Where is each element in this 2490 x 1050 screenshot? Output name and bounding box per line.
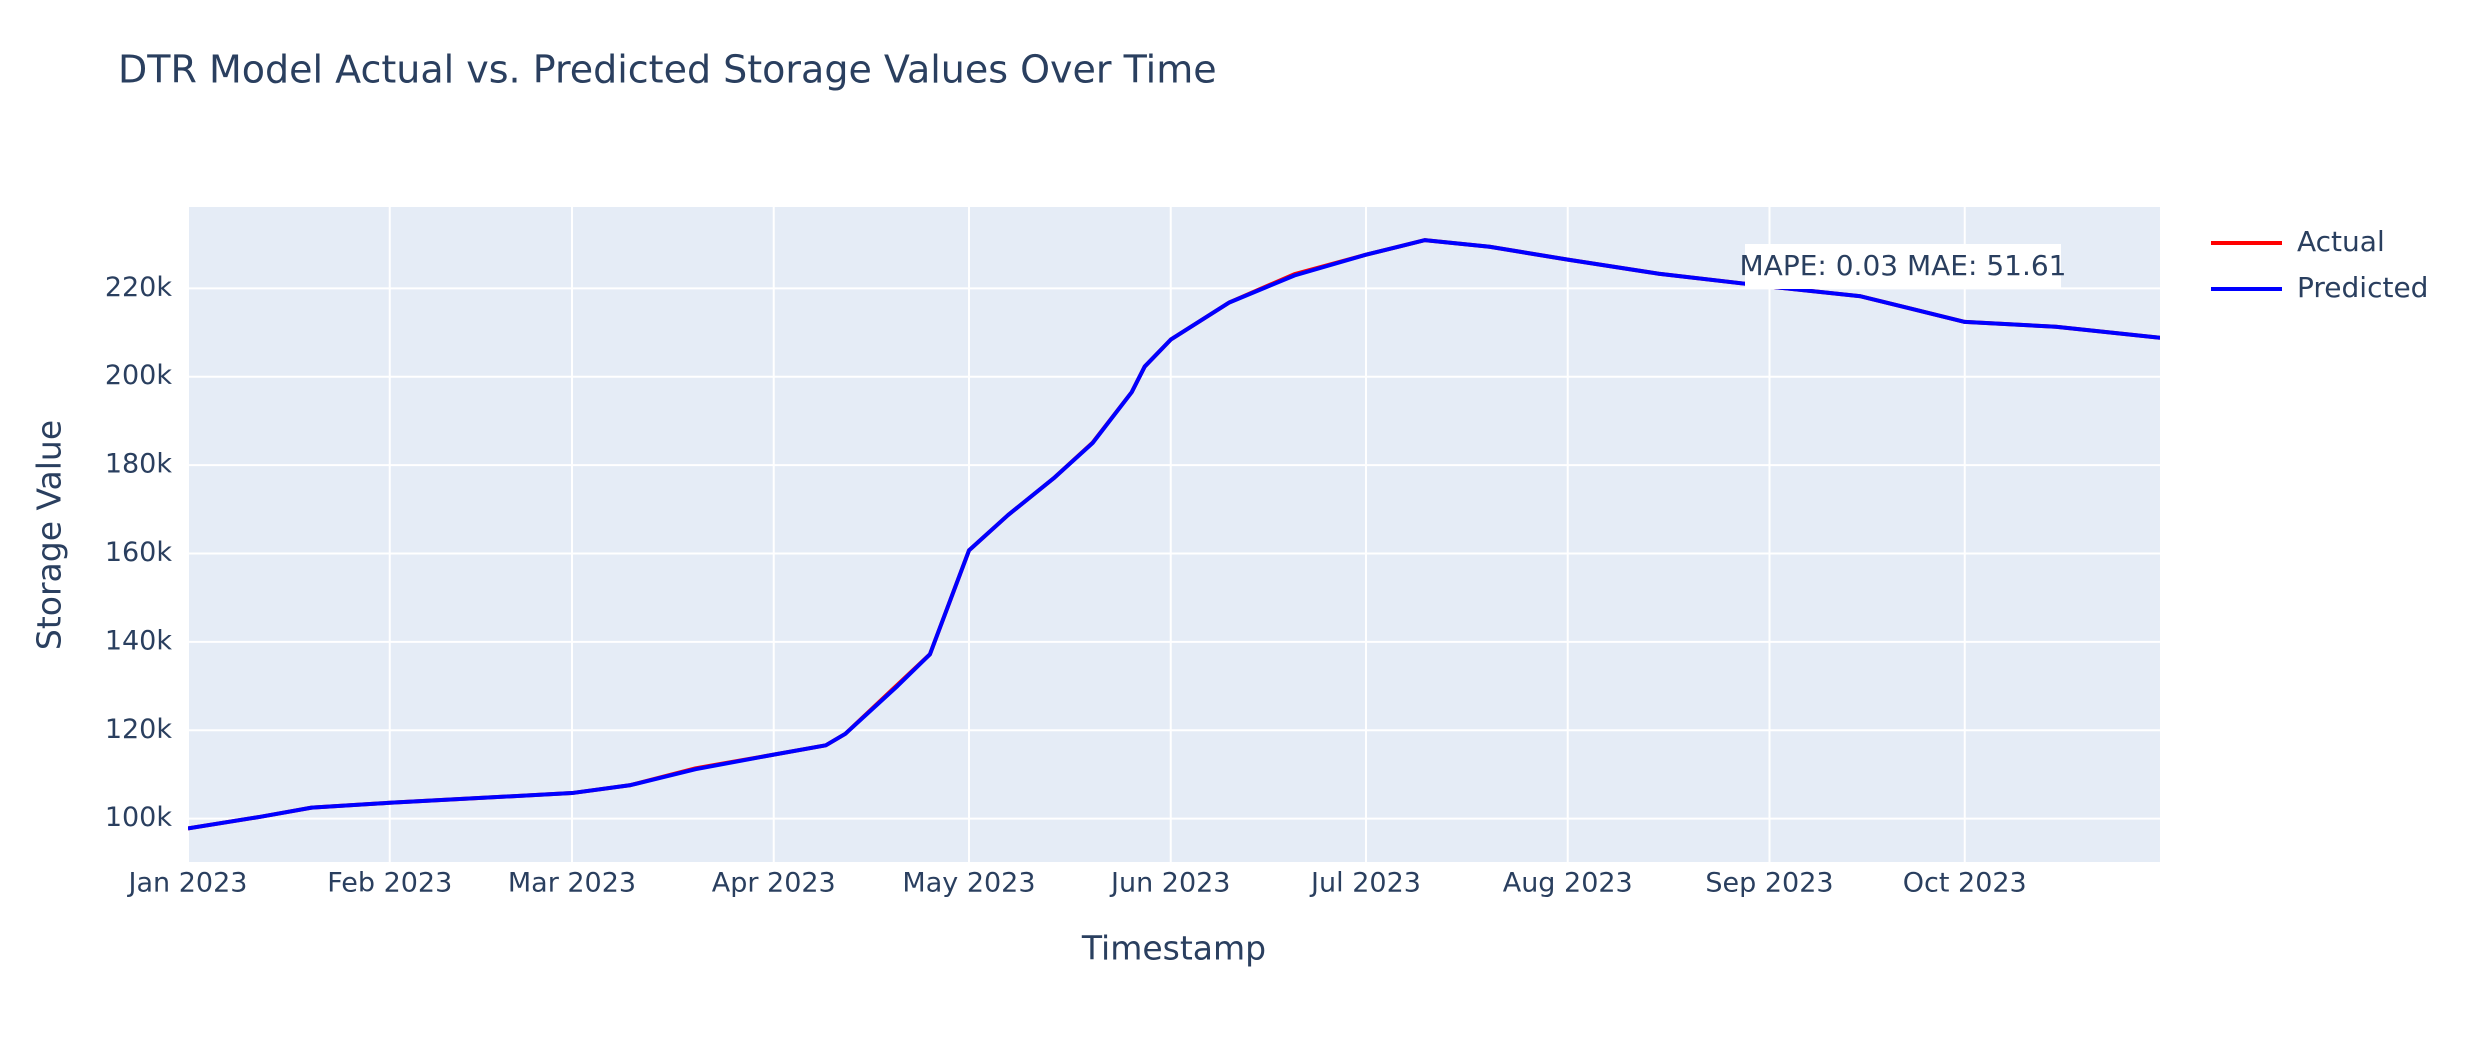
x-tick-label: Feb 2023 — [327, 868, 452, 899]
labels: 100k 120k 140k 160k 180k 200k 220k Jan 2023 Feb … — [105, 272, 2027, 899]
y-tick-label: 100k — [105, 802, 173, 833]
y-axis-title: Storage Value — [30, 420, 69, 650]
y-tick-label: 200k — [105, 360, 173, 391]
y-tick-label: 140k — [105, 625, 173, 656]
x-tick-label: Jul 2023 — [1309, 868, 1421, 899]
plot-background — [188, 207, 2160, 862]
legend: Actual Predicted — [2211, 225, 2428, 304]
y-tick-label: 120k — [105, 714, 173, 745]
legend-label: Actual — [2297, 225, 2385, 258]
x-tick-label: Sep 2023 — [1705, 868, 1833, 899]
y-tick-label: 160k — [105, 537, 173, 568]
x-tick-label: May 2023 — [902, 868, 1035, 899]
y-tick-label: 180k — [105, 449, 173, 480]
series-line — [188, 238, 2160, 831]
x-tick-label: Aug 2023 — [1503, 868, 1633, 899]
legend-label: Predicted — [2297, 271, 2428, 304]
x-tick-label: Apr 2023 — [712, 868, 836, 899]
annotation: MAPE: 0.03 MAE: 51.61 — [1740, 249, 2067, 282]
x-tick-label: Oct 2023 — [1903, 868, 2027, 899]
x-tick-label: Jan 2023 — [127, 868, 248, 899]
annotation-box — [1745, 244, 2061, 289]
x-tick-label: Jun 2023 — [1109, 868, 1230, 899]
y-tick-label: 220k — [105, 272, 173, 303]
chart-title: DTR Model Actual vs. Predicted Storage V… — [118, 48, 1217, 92]
x-axis-title: Timestamp — [1081, 929, 1266, 968]
grid — [187, 207, 2160, 862]
lines — [188, 238, 2160, 831]
x-tick-label: Mar 2023 — [508, 868, 636, 899]
